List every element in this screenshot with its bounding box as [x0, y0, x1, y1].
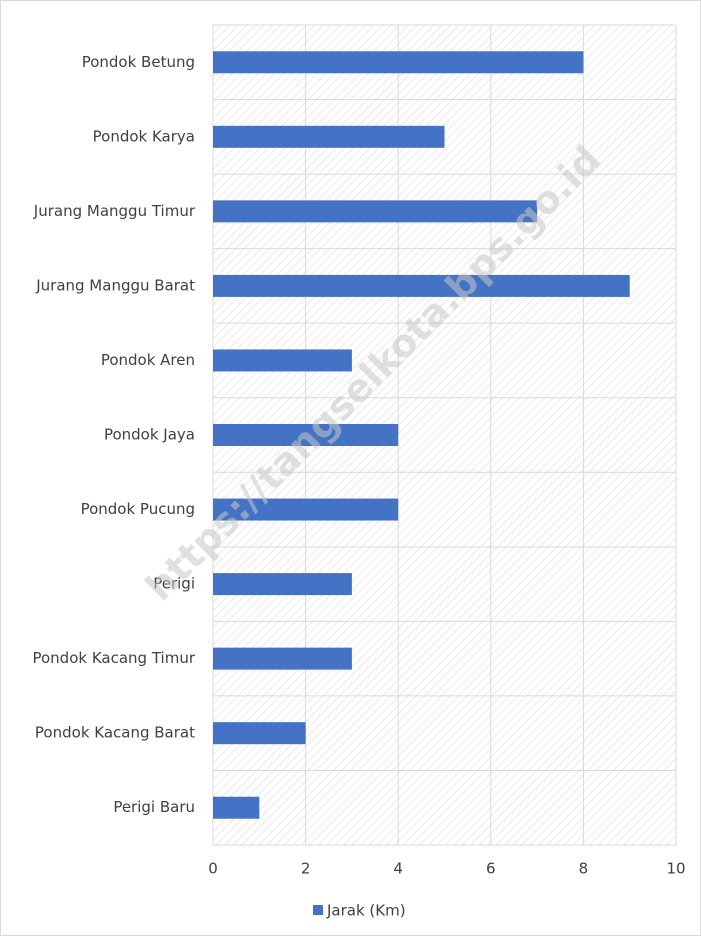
bar [213, 722, 306, 745]
bar [213, 498, 399, 521]
x-tick-label: 6 [486, 860, 496, 878]
x-tick-label: 4 [393, 860, 403, 878]
x-tick-label: 8 [579, 860, 589, 878]
y-tick-label: Pondok Jaya [104, 426, 195, 444]
legend-swatch [313, 905, 323, 915]
bar [213, 200, 538, 223]
bar [213, 647, 352, 670]
y-tick-label: Pondok Kacang Timur [32, 649, 195, 667]
y-tick-label: Pondok Aren [101, 351, 195, 369]
x-tick-label: 2 [301, 860, 311, 878]
legend-label: Jarak (Km) [326, 902, 406, 920]
x-tick-label: 10 [666, 860, 685, 878]
y-tick-label: Pondok Pucung [81, 500, 195, 518]
y-tick-label: Jurang Manggu Barat [35, 276, 195, 294]
y-tick-label: Pondok Kacang Barat [35, 724, 195, 742]
y-tick-label: Pondok Betung [82, 53, 195, 71]
y-tick-label: Perigi [153, 575, 195, 593]
bar [213, 274, 630, 297]
bar [213, 796, 260, 819]
x-tick-label: 0 [208, 860, 218, 878]
bar [213, 349, 352, 372]
bar [213, 51, 584, 74]
bar [213, 424, 399, 446]
bar [213, 573, 352, 596]
y-tick-label: Perigi Baru [113, 798, 195, 816]
y-tick-label: Pondok Karya [93, 127, 195, 145]
y-tick-label: Jurang Manggu Timur [33, 202, 196, 220]
bar [213, 125, 445, 148]
legend: Jarak (Km) [313, 902, 406, 920]
